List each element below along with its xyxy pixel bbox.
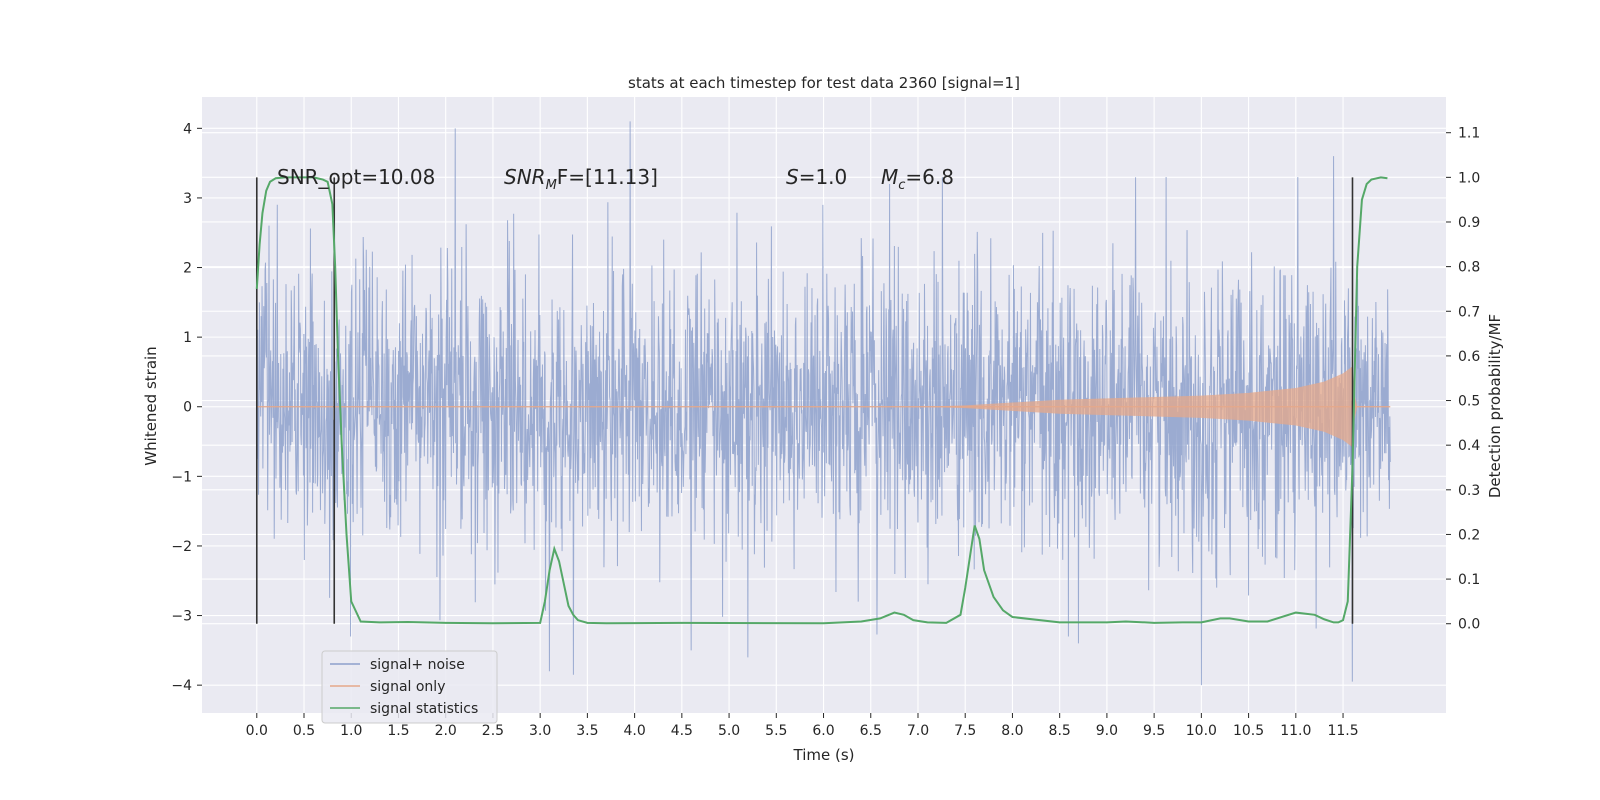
series-signal-only <box>256 366 1391 448</box>
y-right-tick-label: 0.1 <box>1458 572 1480 588</box>
x-tick-label: 9.0 <box>1096 723 1118 739</box>
y-right-tick-label: 1.0 <box>1458 170 1480 186</box>
annotation-mc: Mc=6.8 <box>881 165 954 193</box>
y-right-tick-label: 0.6 <box>1458 349 1480 365</box>
chart-title: stats at each timestep for test data 236… <box>628 74 1020 92</box>
annotation-mc-main: M <box>881 165 898 189</box>
x-tick-label: 0.0 <box>246 723 268 739</box>
x-tick-label: 2.5 <box>482 723 504 739</box>
y-axis-label: Whitened strain <box>142 346 160 465</box>
x-tick-label: 7.0 <box>907 723 929 739</box>
x-tick-label: 1.0 <box>340 723 362 739</box>
y-tick-label: −3 <box>171 609 192 625</box>
x-tick-label: 1.5 <box>387 723 409 739</box>
x-tick-label: 3.5 <box>576 723 598 739</box>
x-tick-label: 3.0 <box>529 723 551 739</box>
y-tick-label: 3 <box>183 191 192 207</box>
x-tick-label: 5.0 <box>718 723 740 739</box>
legend: signal+ noise signal only signal statist… <box>321 650 498 724</box>
x-tick-label: 9.5 <box>1143 723 1165 739</box>
x-tick-label: 4.0 <box>623 723 645 739</box>
x-tick-label: 6.0 <box>812 723 834 739</box>
y-right-tick-label: 0.8 <box>1458 260 1480 276</box>
y-axis-ticks: 4 3 2 1 0 −1 −2 −3 −4 <box>171 121 202 694</box>
x-axis-ticks: 0.0 0.5 1.0 1.5 2.0 2.5 3.0 3.5 4.0 4.5 5.0 5.5 6.0 6… <box>246 713 1359 739</box>
annotation-s-main: S <box>786 165 799 189</box>
y-right-tick-label: 0.0 <box>1458 617 1480 633</box>
y-right-axis-ticks: 1.1 1.0 0.9 0.8 0.7 0.6 0.5 0.4 0.3 0.2 0.1 0.0 <box>1446 126 1480 633</box>
legend-label-signal-statistics: signal statistics <box>370 701 478 717</box>
annotation-snr-mf-main: SNR <box>504 165 546 189</box>
legend-label-signal-only: signal only <box>370 679 445 695</box>
y-tick-label: −2 <box>171 539 192 555</box>
x-tick-label: 10.5 <box>1233 723 1264 739</box>
y-tick-label: 2 <box>183 261 192 277</box>
y-tick-label: −1 <box>171 469 192 485</box>
annotation-snr-mf-sub: M <box>546 178 557 193</box>
y-tick-label: 4 <box>183 121 192 137</box>
x-tick-label: 0.5 <box>293 723 315 739</box>
series-signal-noise <box>256 121 1391 686</box>
annotation-mc-sub: c <box>898 178 905 193</box>
annotation-snr-opt: SNR_opt=10.08 <box>277 165 435 189</box>
x-tick-label: 2.0 <box>435 723 457 739</box>
x-axis-label: Time (s) <box>793 746 855 764</box>
y-tick-label: −4 <box>171 678 192 694</box>
y-right-tick-label: 0.9 <box>1458 215 1480 231</box>
x-tick-label: 7.5 <box>954 723 976 739</box>
signal-only-envelope <box>917 366 1358 448</box>
y-right-tick-label: 1.1 <box>1458 126 1480 142</box>
x-tick-label: 6.5 <box>860 723 882 739</box>
y-right-tick-label: 0.7 <box>1458 304 1480 320</box>
x-tick-label: 8.0 <box>1001 723 1023 739</box>
series-signal-statistics <box>255 176 1388 625</box>
legend-box <box>321 650 498 724</box>
annotation-snr-mf-rest: F=[11.13] <box>557 165 658 189</box>
y-right-tick-label: 0.4 <box>1458 438 1480 454</box>
x-tick-label: 5.5 <box>765 723 787 739</box>
annotation-snr-mf: SNRMF=[11.13] <box>504 165 658 193</box>
signal-noise-trace <box>256 121 1391 686</box>
y-tick-label: 1 <box>183 330 192 346</box>
annotation-s-rest: =1.0 <box>799 165 848 189</box>
annotation-s: S=1.0 <box>786 165 847 189</box>
annotation-mc-rest: =6.8 <box>905 165 954 189</box>
y-tick-label: 0 <box>183 400 192 416</box>
legend-label-signal-noise: signal+ noise <box>370 657 465 673</box>
x-tick-label: 11.0 <box>1280 723 1311 739</box>
y-right-axis-label: Detection probability/MF <box>1486 314 1504 498</box>
x-tick-label: 11.5 <box>1327 723 1358 739</box>
x-tick-label: 8.5 <box>1049 723 1071 739</box>
signal-statistics-line <box>255 176 1388 625</box>
x-tick-label: 4.5 <box>671 723 693 739</box>
y-right-tick-label: 0.2 <box>1458 527 1480 543</box>
x-tick-label: 10.0 <box>1186 723 1217 739</box>
y-right-tick-label: 0.3 <box>1458 483 1480 499</box>
y-right-tick-label: 0.5 <box>1458 394 1480 410</box>
